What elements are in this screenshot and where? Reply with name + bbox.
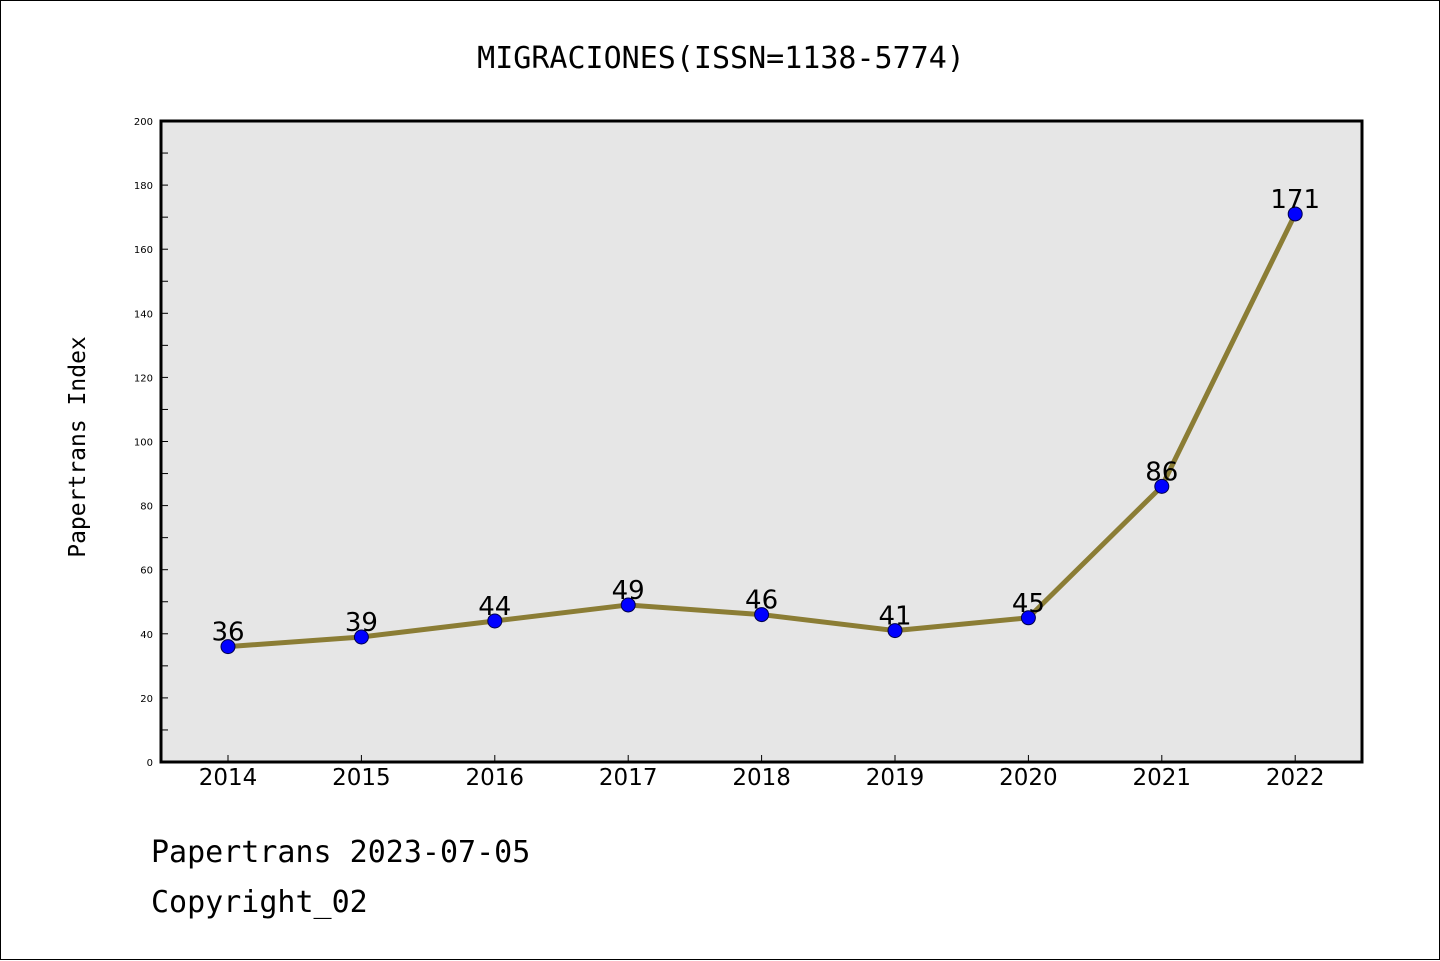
data-point <box>1020 610 1036 626</box>
data-markers <box>220 206 1303 655</box>
y-tick-label: 200 <box>134 117 153 128</box>
data-point <box>620 597 636 613</box>
x-tick-label: 2020 <box>999 765 1058 791</box>
data-point <box>487 613 503 629</box>
data-label: 36 <box>211 618 244 648</box>
y-tick-label: 20 <box>140 694 153 705</box>
data-point <box>220 639 236 655</box>
data-point <box>353 629 369 645</box>
x-tick-label: 2018 <box>732 765 791 791</box>
y-axis-ticks: 0 20 40 60 80 100 120 140 160 180 200 <box>134 117 168 769</box>
y-tick-label: 180 <box>134 181 153 192</box>
y-tick-label: 60 <box>140 566 153 577</box>
data-label: 49 <box>612 576 645 606</box>
y-tick-label: 160 <box>134 245 153 256</box>
x-tick-label: 2017 <box>599 765 658 791</box>
y-tick-label: 140 <box>134 309 153 320</box>
y-tick-label: 120 <box>134 373 153 384</box>
plot-area <box>159 119 1364 764</box>
y-tick-label: 100 <box>134 438 153 449</box>
footer-date: Papertrans 2023-07-05 <box>151 835 531 870</box>
y-axis-label: Papertrans Index <box>65 336 91 558</box>
x-tick-label: 2022 <box>1266 765 1325 791</box>
x-tick-label: 2016 <box>466 765 525 791</box>
x-tick-label: 2019 <box>866 765 925 791</box>
data-label: 45 <box>1012 589 1045 619</box>
chart-title: MIGRACIONES(ISSN=1138-5774) <box>477 41 965 76</box>
x-tick-label: 2015 <box>332 765 391 791</box>
data-label: 46 <box>745 586 778 616</box>
data-point <box>887 623 903 639</box>
footer-copyright: Copyright_02 <box>151 885 368 920</box>
data-label: 39 <box>345 608 378 638</box>
data-point <box>1154 478 1170 494</box>
data-labels: 36 39 44 49 46 41 45 86 171 <box>211 185 1320 648</box>
x-tick-label: 2014 <box>199 765 258 791</box>
x-axis-ticks: 2014 2015 2016 2017 2018 2019 2020 2021 2022 <box>199 755 1325 791</box>
y-tick-label: 40 <box>140 630 153 641</box>
data-point <box>1287 206 1303 222</box>
data-label: 44 <box>478 592 511 622</box>
x-tick-label: 2021 <box>1133 765 1192 791</box>
data-point <box>754 607 770 623</box>
data-label: 171 <box>1270 185 1320 215</box>
data-label: 86 <box>1145 457 1178 487</box>
y-tick-label: 0 <box>147 758 153 769</box>
data-label: 41 <box>878 602 911 632</box>
y-tick-label: 80 <box>140 502 153 513</box>
